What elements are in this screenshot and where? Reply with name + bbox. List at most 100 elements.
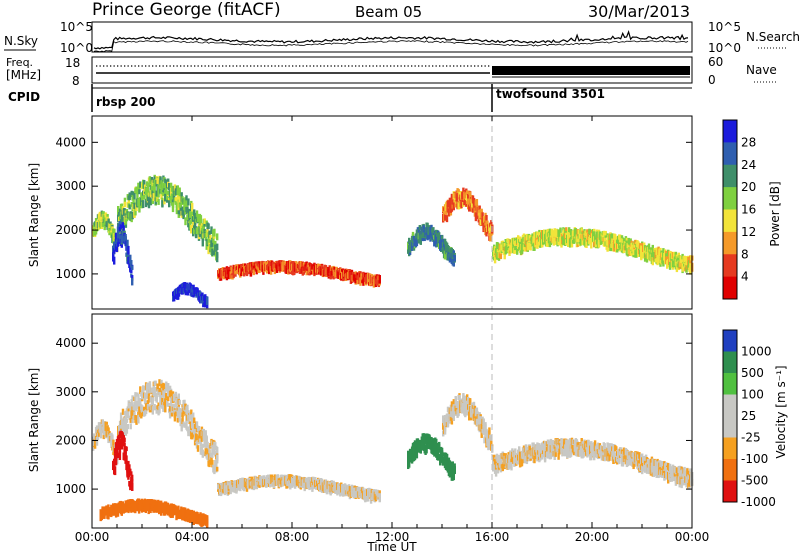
data-cell <box>443 250 447 260</box>
data-cell <box>156 178 159 184</box>
data-cell <box>682 263 685 271</box>
data-cell <box>176 195 179 203</box>
freq-tick-bottom: 8 <box>72 74 80 88</box>
data-cell <box>614 234 617 239</box>
data-cell <box>119 234 122 240</box>
data-cell <box>191 202 194 212</box>
data-cell <box>139 398 142 405</box>
data-cell <box>217 484 220 490</box>
data-cell <box>123 197 127 205</box>
data-cell <box>484 422 487 431</box>
data-cell <box>175 209 179 215</box>
data-cell <box>485 215 488 222</box>
data-cell <box>199 215 203 224</box>
data-cell <box>118 445 122 453</box>
data-cell <box>155 405 158 414</box>
nsearch-tick-top: 10^5 <box>708 20 741 34</box>
data-cell <box>529 243 532 251</box>
data-cell <box>135 406 138 412</box>
power-cbar-label: Power [dB] <box>768 181 782 246</box>
colorbar-tick-label: 4 <box>741 270 749 284</box>
data-cell <box>415 237 419 247</box>
colorbar-swatch <box>723 254 737 278</box>
data-cell <box>112 250 115 260</box>
data-cell <box>121 408 125 415</box>
data-cell <box>145 393 149 399</box>
data-cell <box>427 443 430 450</box>
data-cell <box>208 230 211 239</box>
data-cell <box>132 195 135 205</box>
data-cell <box>172 393 176 402</box>
data-cell <box>131 478 134 488</box>
data-cell <box>148 176 152 185</box>
data-cell <box>114 456 118 466</box>
data-cell <box>195 421 199 429</box>
data-cell <box>134 392 137 398</box>
data-cell <box>196 214 200 223</box>
data-cell <box>411 231 415 238</box>
data-cell <box>158 387 161 396</box>
data-cell <box>579 239 582 246</box>
data-cell <box>633 243 636 248</box>
data-cell <box>604 230 607 236</box>
data-cell <box>454 201 457 208</box>
data-cell <box>475 418 479 426</box>
data-cell <box>190 224 193 234</box>
data-cell <box>453 466 456 474</box>
data-cell <box>181 412 184 417</box>
data-cell <box>173 415 177 422</box>
data-cell <box>171 199 175 204</box>
data-cell <box>120 237 123 244</box>
data-cell <box>157 198 160 205</box>
colorbar-tick-label: 28 <box>741 135 756 149</box>
data-cell <box>133 191 136 200</box>
data-cell <box>578 229 581 239</box>
data-cell <box>174 197 178 204</box>
data-cell <box>289 480 292 490</box>
data-cell <box>155 392 158 399</box>
data-cell <box>504 239 507 244</box>
data-cell <box>496 242 500 249</box>
data-cell <box>662 248 665 257</box>
data-cell <box>167 383 170 389</box>
freq-frame <box>91 56 693 84</box>
data-cell <box>165 392 168 398</box>
data-cell <box>204 430 207 437</box>
data-cell <box>305 267 308 276</box>
data-cell <box>98 211 102 218</box>
data-cell <box>426 222 429 230</box>
data-cell <box>134 208 137 216</box>
colorbar-tick-label: 20 <box>741 180 756 194</box>
data-cell <box>486 220 489 225</box>
data-cell <box>144 409 148 415</box>
data-cell <box>562 239 565 245</box>
data-cell <box>665 250 668 256</box>
data-cell <box>113 256 116 265</box>
data-cell <box>465 404 468 412</box>
nave-dense-block <box>492 66 690 75</box>
data-cell <box>149 198 153 206</box>
data-cell <box>168 411 172 419</box>
nsearch-trace <box>93 40 689 53</box>
data-cell <box>125 455 128 465</box>
data-cell <box>146 188 150 195</box>
data-cell <box>131 417 134 424</box>
data-cell <box>124 452 127 458</box>
data-cell <box>160 379 163 387</box>
data-cell <box>590 240 593 249</box>
data-cell <box>168 183 171 191</box>
data-cell <box>178 399 181 405</box>
data-cell <box>479 416 482 423</box>
data-cell <box>142 200 145 209</box>
data-cell <box>105 221 108 228</box>
data-cell <box>461 191 464 199</box>
y-tick-label: 2000 <box>55 223 86 237</box>
data-cell <box>521 456 525 463</box>
data-cell <box>514 448 517 453</box>
data-cell <box>167 386 170 392</box>
data-cell <box>572 236 576 243</box>
data-cell <box>176 410 179 418</box>
data-cell <box>203 218 206 224</box>
data-cell <box>468 399 472 405</box>
